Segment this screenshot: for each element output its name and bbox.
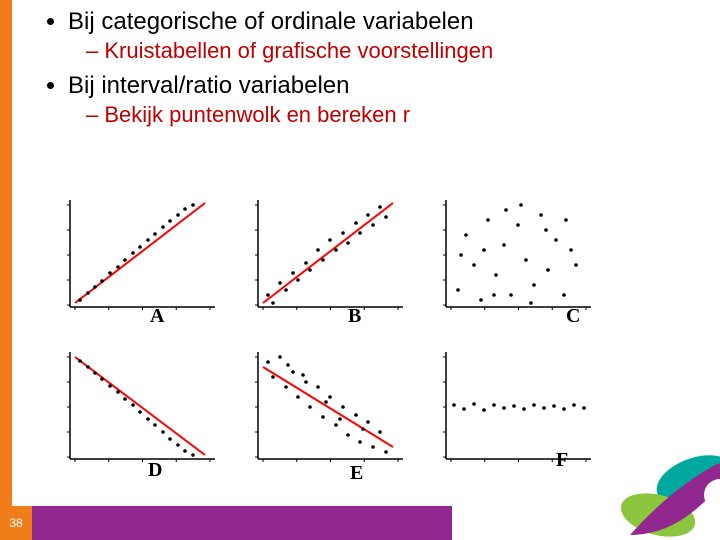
sub-list-2: Bekijk puntenwolk en bereken r <box>68 102 690 128</box>
sub-bullet-2: Bekijk puntenwolk en bereken r <box>86 102 690 128</box>
corner-logo <box>600 440 720 540</box>
bullet-list: Bij categorische of ordinale variabelen … <box>40 8 690 128</box>
scatter-plot-b: B <box>248 195 418 325</box>
scatter-plot-d: D <box>60 347 230 477</box>
plot-row: A B C <box>60 195 620 325</box>
plot-label: E <box>350 462 363 485</box>
plot-svg <box>248 195 408 315</box>
scatter-plot-f: F <box>436 347 606 477</box>
plot-row: DE F <box>60 347 620 477</box>
plot-svg <box>436 195 596 315</box>
plot-svg <box>60 347 220 467</box>
plot-svg <box>248 347 408 467</box>
sub-list-1: Kruistabellen of grafische voorstellinge… <box>68 38 690 64</box>
scatter-plot-e: E <box>248 347 418 477</box>
left-accent-stripe <box>0 0 12 540</box>
plot-label: A <box>150 305 164 328</box>
plot-label: C <box>566 305 580 328</box>
scatter-plot-c: C <box>436 195 606 325</box>
bullet-1: Bij categorische of ordinale variabelen … <box>68 8 690 64</box>
scatter-plot-a: A <box>60 195 230 325</box>
plot-svg <box>60 195 220 315</box>
scatter-plots-grid: ABCDEF <box>60 195 620 499</box>
bullet-1-text: Bij categorische of ordinale variabelen <box>68 8 474 35</box>
plot-label: B <box>348 305 361 328</box>
bullet-2-text: Bij interval/ratio variabelen <box>68 72 349 99</box>
plot-label: F <box>556 449 568 472</box>
bullet-2: Bij interval/ratio variabelen Bekijk pun… <box>68 72 690 128</box>
slide-content: Bij categorische of ordinale variabelen … <box>40 8 690 136</box>
footer: 38 <box>0 506 720 540</box>
sub-bullet-1: Kruistabellen of grafische voorstellinge… <box>86 38 690 64</box>
footer-purple-bar <box>32 506 452 540</box>
page-number-box: 38 <box>0 506 32 540</box>
page-number: 38 <box>9 516 22 530</box>
plot-svg <box>436 347 596 467</box>
plot-label: D <box>148 459 162 482</box>
